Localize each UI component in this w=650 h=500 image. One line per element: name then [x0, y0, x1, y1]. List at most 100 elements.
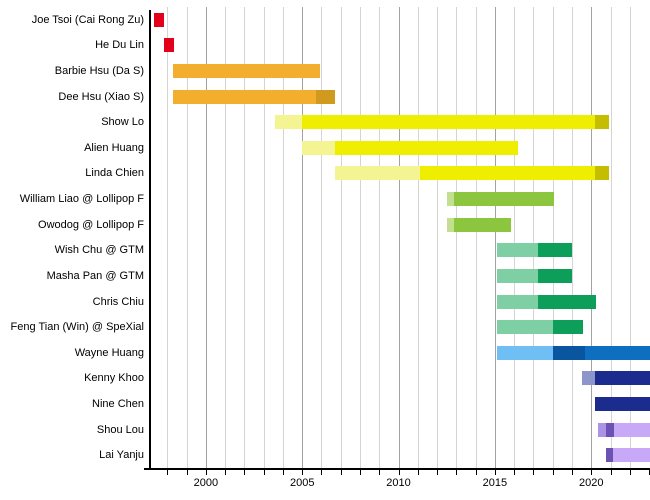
- x-axis-tick: [360, 470, 362, 475]
- gridline-major: [398, 7, 400, 468]
- bar-segment: [496, 243, 539, 258]
- bar-segment: [605, 422, 615, 437]
- row-label: Wish Chu @ GTM: [54, 244, 144, 257]
- row-label: Feng Tian (Win) @ SpeXial: [10, 321, 144, 334]
- gridline-minor: [379, 7, 381, 468]
- bar-segment: [454, 217, 512, 232]
- x-axis-tick: [282, 470, 284, 475]
- bar-segment: [275, 115, 303, 130]
- row-label: Masha Pan @ GTM: [46, 269, 144, 282]
- x-axis-tick: [302, 470, 304, 475]
- x-axis-tick: [533, 470, 535, 475]
- x-axis-label: 2000: [193, 477, 219, 489]
- row-label: Linda Chien: [85, 167, 144, 180]
- bar-segment: [164, 38, 175, 53]
- bar-segment: [605, 448, 614, 463]
- gridline-minor: [514, 7, 516, 468]
- bar-segment: [597, 422, 606, 437]
- bar-segment: [538, 268, 572, 283]
- row-label: Wayne Huang: [74, 346, 144, 359]
- x-axis-tick: [379, 470, 381, 475]
- row-label: Owodog @ Lollipop F: [38, 218, 144, 231]
- x-axis-tick: [610, 470, 612, 475]
- bar-segment: [315, 89, 335, 104]
- row-label: Dee Hsu (Xiao S): [58, 90, 144, 103]
- row-label: Nine Chen: [92, 397, 144, 410]
- bar-segment: [496, 268, 539, 283]
- bar-segment: [595, 115, 609, 130]
- x-axis-line: [144, 468, 650, 470]
- gridline-minor: [282, 7, 284, 468]
- x-axis-tick: [244, 470, 246, 475]
- gridline-minor: [321, 7, 323, 468]
- gridline-minor: [340, 7, 342, 468]
- x-axis-tick: [205, 470, 207, 475]
- bar-segment: [595, 166, 609, 181]
- bar-segment: [585, 345, 650, 360]
- bar-segment: [614, 422, 650, 437]
- gridline-major: [591, 7, 593, 468]
- row-label: Lai Yanju: [99, 449, 144, 462]
- gridline-minor: [360, 7, 362, 468]
- row-label: Shou Lou: [96, 423, 144, 436]
- bar-segment: [302, 140, 335, 155]
- gridline-minor: [437, 7, 439, 468]
- x-axis-tick: [591, 470, 593, 475]
- x-axis-tick: [552, 470, 554, 475]
- bar-segment: [538, 294, 597, 309]
- x-axis-label: 2015: [482, 477, 508, 489]
- bar-segment: [173, 89, 316, 104]
- x-axis-tick: [186, 470, 188, 475]
- bar-segment: [302, 115, 596, 130]
- x-axis-tick: [514, 470, 516, 475]
- x-axis-tick: [475, 470, 477, 475]
- gridline-major: [205, 7, 207, 468]
- bar-segment: [173, 64, 320, 79]
- x-axis-tick: [225, 470, 227, 475]
- gridline-minor: [533, 7, 535, 468]
- x-axis-tick: [571, 470, 573, 475]
- x-axis-label: 2005: [289, 477, 315, 489]
- bar-segment: [552, 320, 583, 335]
- x-axis-tick: [456, 470, 458, 475]
- bar-segment: [581, 371, 596, 386]
- x-axis-tick: [437, 470, 439, 475]
- row-label: Alien Huang: [84, 141, 144, 154]
- x-axis-label: 2010: [386, 477, 411, 489]
- row-label: He Du Lin: [95, 39, 144, 52]
- x-axis-tick: [417, 470, 419, 475]
- bar-segment: [595, 371, 650, 386]
- bar-segment: [334, 140, 518, 155]
- gridline-minor: [167, 7, 169, 468]
- row-label: Chris Chiu: [92, 295, 144, 308]
- bar-segment: [446, 192, 455, 207]
- x-axis-tick: [340, 470, 342, 475]
- x-axis-tick: [398, 470, 400, 475]
- gridline-minor: [456, 7, 458, 468]
- bar-segment: [595, 396, 650, 411]
- bar-segment: [552, 345, 586, 360]
- x-axis-label: 2020: [578, 477, 604, 489]
- bar-segment: [613, 448, 650, 463]
- x-axis-tick: [167, 470, 169, 475]
- x-axis-tick: [321, 470, 323, 475]
- x-axis-tick: [494, 470, 496, 475]
- row-label: Barbie Hsu (Da S): [54, 65, 144, 78]
- gridline-major: [302, 7, 304, 468]
- gridline-minor: [552, 7, 554, 468]
- gridline-minor: [610, 7, 612, 468]
- bar-segment: [496, 345, 553, 360]
- gridline-major: [494, 7, 496, 468]
- gridline-minor: [263, 7, 265, 468]
- bar-segment: [419, 166, 596, 181]
- row-label: William Liao @ Lollipop F: [19, 193, 144, 206]
- bar-segment: [496, 320, 553, 335]
- bar-segment: [153, 12, 165, 27]
- gridline-minor: [629, 7, 631, 468]
- gridline-minor: [475, 7, 477, 468]
- row-label: Kenny Khoo: [84, 372, 144, 385]
- gridline-minor: [186, 7, 188, 468]
- row-label: Joe Tsoi (Cai Rong Zu): [31, 13, 144, 26]
- row-label: Show Lo: [101, 116, 144, 129]
